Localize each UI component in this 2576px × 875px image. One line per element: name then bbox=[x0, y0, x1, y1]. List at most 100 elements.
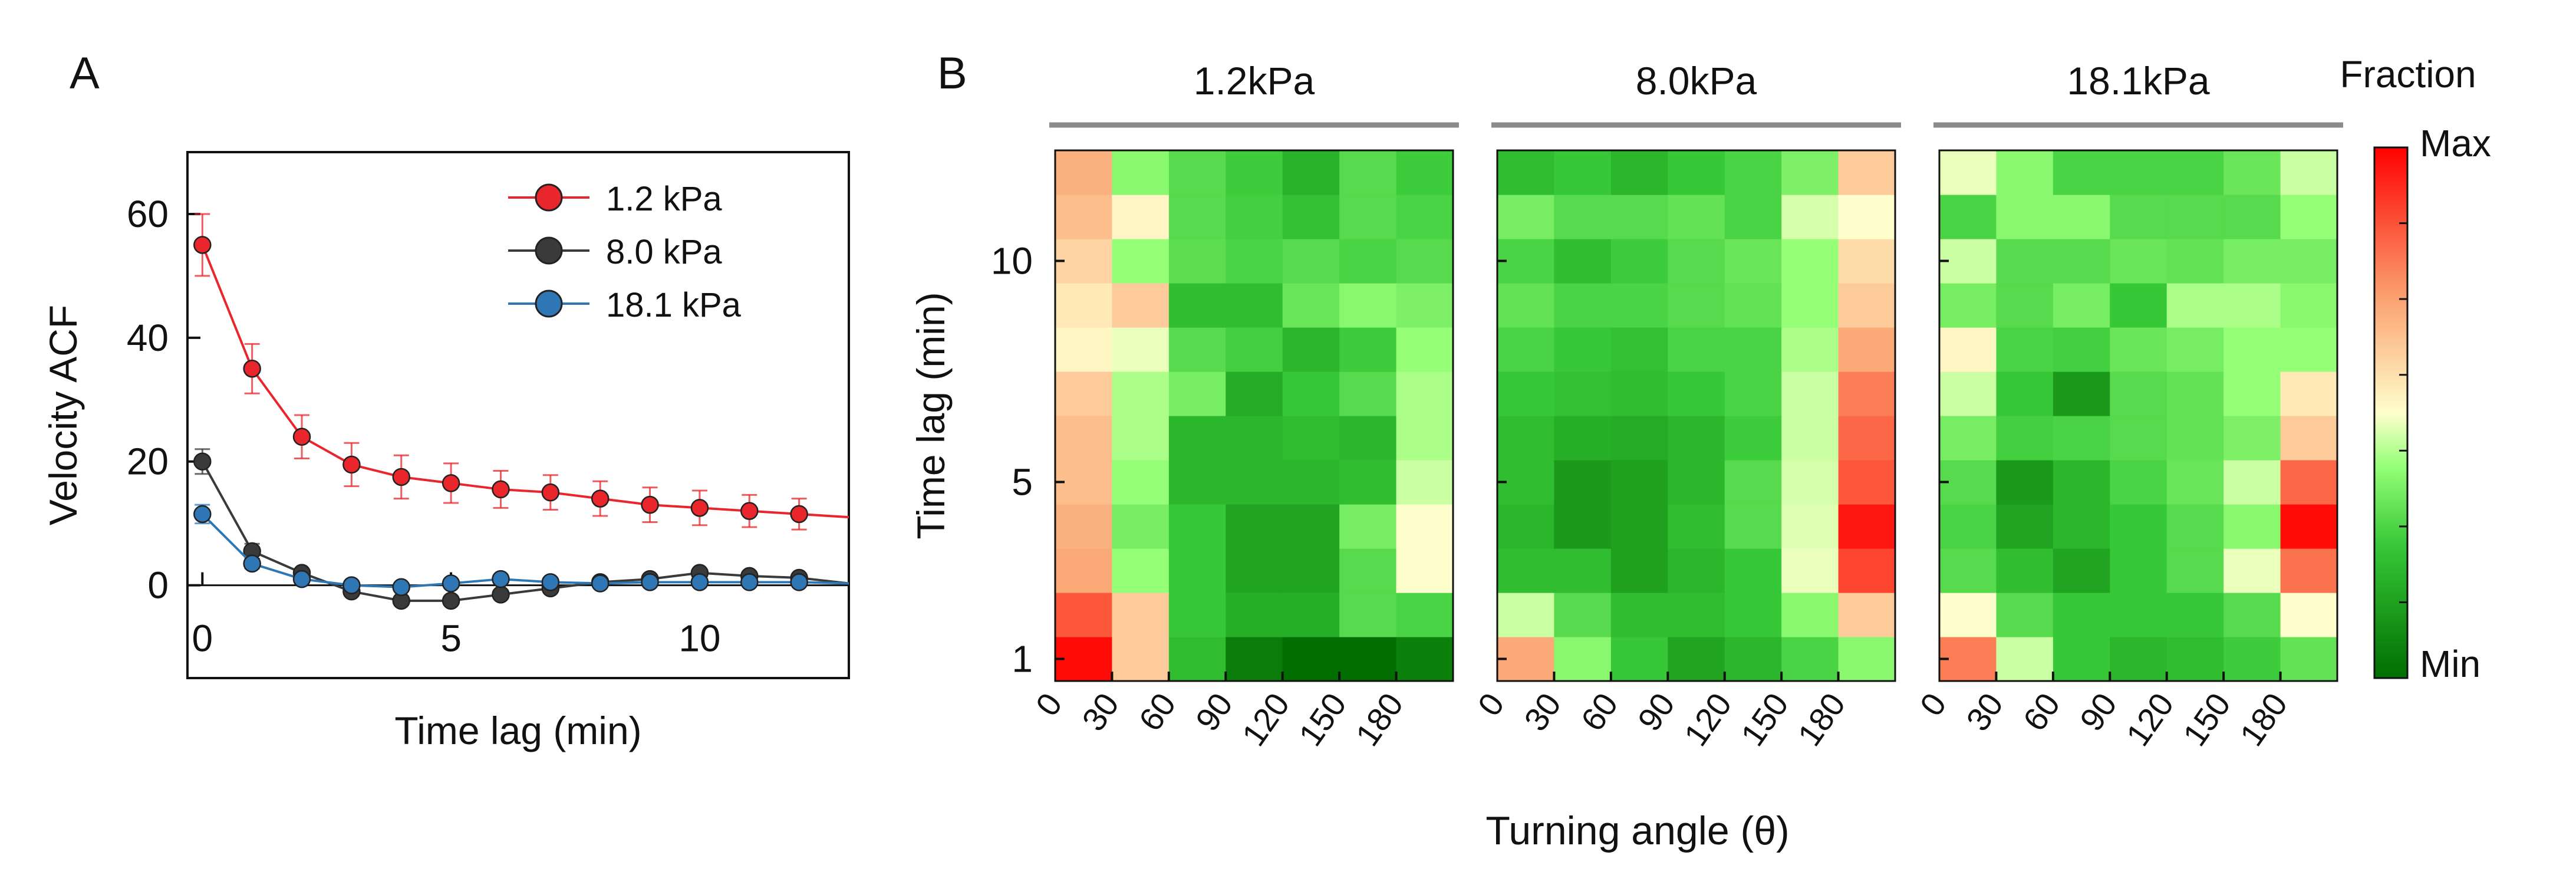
heatmap-cell bbox=[2110, 150, 2167, 195]
x-tick-label: 180 bbox=[2232, 686, 2294, 753]
heatmap-cell bbox=[2053, 327, 2110, 372]
heatmap-cell bbox=[1610, 416, 1668, 460]
heatmap-title: 1.2kPa bbox=[1194, 59, 1315, 103]
heatmap-cell bbox=[1838, 593, 1896, 637]
heatmap-cell bbox=[1996, 371, 2054, 416]
heatmap-title: 8.0kPa bbox=[1636, 59, 1757, 103]
heatmap-cell bbox=[1168, 371, 1226, 416]
x-tick-label: 120 bbox=[1676, 686, 1738, 753]
heatmap-cell bbox=[1497, 593, 1555, 637]
heatmap-cell bbox=[1781, 637, 1839, 682]
heatmap-cell bbox=[1282, 504, 1340, 549]
heatmap-cell bbox=[1226, 283, 1283, 328]
heatmap-cell bbox=[1168, 327, 1226, 372]
heatmap-cell bbox=[1497, 239, 1555, 284]
heatmap-cell bbox=[2110, 548, 2167, 593]
data-point bbox=[740, 573, 759, 591]
x-tick-label: 30 bbox=[1517, 686, 1568, 738]
x-tick-label: 180 bbox=[1348, 686, 1410, 753]
heatmap-cell bbox=[1055, 548, 1113, 593]
heatmap-cell bbox=[1396, 150, 1454, 195]
heatmap-cell bbox=[1282, 239, 1340, 284]
x-axis-label: Time lag (min) bbox=[394, 709, 641, 752]
heatmap-cell bbox=[2053, 593, 2110, 637]
heatmap-cell bbox=[1112, 504, 1170, 549]
heatmap-cell bbox=[1668, 195, 1725, 239]
heatmap-cell bbox=[1939, 548, 1997, 593]
heatmap-cell bbox=[1939, 460, 1997, 505]
x-tick-label: 90 bbox=[1188, 686, 1240, 738]
heatmap-cell bbox=[1497, 416, 1555, 460]
heatmap-cell bbox=[2223, 371, 2281, 416]
heatmap-cell bbox=[1939, 637, 1997, 682]
heatmap-cell bbox=[2280, 637, 2338, 682]
heatmap-cell bbox=[2223, 460, 2281, 505]
heatmap-cell bbox=[1282, 416, 1340, 460]
y-axis-label: Velocity ACF bbox=[41, 305, 85, 525]
heatmap-cell bbox=[1610, 593, 1668, 637]
data-point bbox=[641, 495, 659, 514]
heatmap-cell bbox=[1112, 460, 1170, 505]
heatmap-cell bbox=[1939, 150, 1997, 195]
heatmap-cell bbox=[2053, 416, 2110, 460]
heatmap-cell bbox=[2223, 327, 2281, 372]
heatmap-cell bbox=[1497, 327, 1555, 372]
legend-entry: 18.1 kPa bbox=[606, 286, 742, 324]
heatmap-cell bbox=[1554, 150, 1612, 195]
heatmap-cell bbox=[1282, 593, 1340, 637]
heatmap-cell bbox=[1554, 371, 1612, 416]
data-point bbox=[243, 360, 261, 378]
heatmap-cell bbox=[2053, 283, 2110, 328]
heatmap-cell bbox=[2166, 416, 2224, 460]
heatmap-cell bbox=[1668, 504, 1725, 549]
heatmap-cell bbox=[1282, 283, 1340, 328]
legend-marker bbox=[535, 183, 563, 212]
heatmap-cell bbox=[1055, 150, 1113, 195]
heatmap-cell bbox=[1168, 239, 1226, 284]
heatmap-cell bbox=[1396, 327, 1454, 372]
heatmap-cell bbox=[2110, 593, 2167, 637]
heatmap-cell bbox=[1668, 593, 1725, 637]
heatmap-cell bbox=[1724, 548, 1782, 593]
heatmap-cell bbox=[2166, 593, 2224, 637]
heatmap-cell bbox=[2280, 283, 2338, 328]
heatmap-cell bbox=[1610, 548, 1668, 593]
heatmap-cell bbox=[1339, 637, 1397, 682]
heatmap-cell bbox=[1781, 195, 1839, 239]
heatmap-cell bbox=[1838, 195, 1896, 239]
heatmap-cell bbox=[1112, 416, 1170, 460]
heatmap-cell bbox=[2166, 504, 2224, 549]
legend-marker bbox=[535, 236, 563, 265]
heatmap-cell bbox=[2053, 195, 2110, 239]
heatmap-cell bbox=[1724, 283, 1782, 328]
y-tick-label: 5 bbox=[1012, 461, 1033, 504]
heatmap-cell bbox=[1781, 150, 1839, 195]
heatmap-cell bbox=[1838, 150, 1896, 195]
heatmap-cell bbox=[1838, 327, 1896, 372]
heatmap-cell bbox=[1112, 548, 1170, 593]
heatmap-cell bbox=[1497, 460, 1555, 505]
y-tick-label: 60 bbox=[127, 193, 169, 235]
heatmap-cell bbox=[1396, 593, 1454, 637]
heatmap-cell bbox=[1996, 637, 2054, 682]
colorbar-min-label: Min bbox=[2420, 643, 2481, 685]
heatmap-cell bbox=[1055, 239, 1113, 284]
x-tick-label: 180 bbox=[1790, 686, 1852, 753]
heatmap-cell bbox=[1838, 460, 1896, 505]
heatmap-cell bbox=[1339, 548, 1397, 593]
heatmap-cell bbox=[1226, 504, 1283, 549]
heatmap-cell bbox=[2223, 548, 2281, 593]
heatmap-cell bbox=[2166, 371, 2224, 416]
legend-marker bbox=[535, 290, 563, 318]
heatmap-cell bbox=[1724, 327, 1782, 372]
data-point bbox=[292, 570, 311, 588]
x-tick-label: 60 bbox=[1573, 686, 1625, 738]
heatmap-cell bbox=[1339, 239, 1397, 284]
heatmap-cell bbox=[2110, 460, 2167, 505]
heatmap-cell bbox=[1610, 504, 1668, 549]
heatmap-cell bbox=[1339, 195, 1397, 239]
heatmap-cell bbox=[1168, 283, 1226, 328]
